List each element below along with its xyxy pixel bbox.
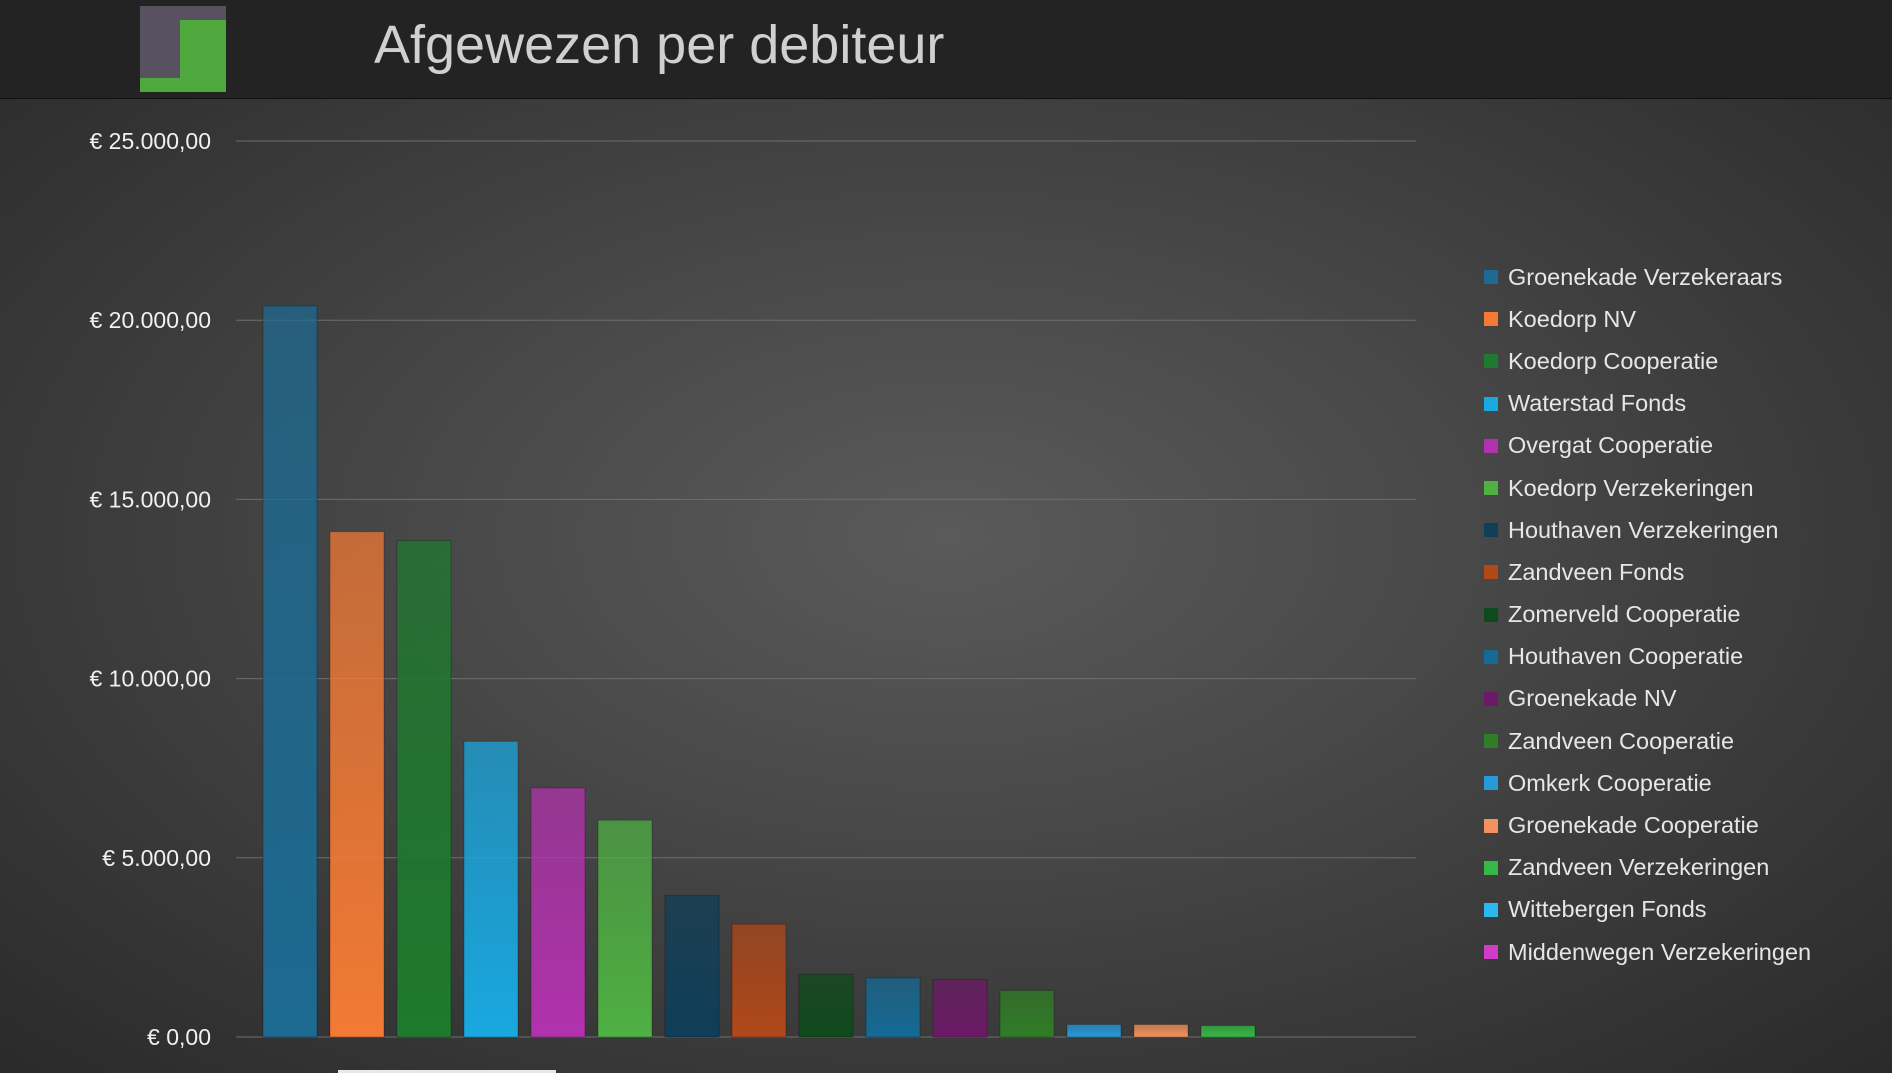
legend-swatch <box>1484 691 1498 706</box>
legend-swatch <box>1484 565 1498 580</box>
legend-item[interactable]: Houthaven Verzekeringen <box>1484 509 1884 551</box>
y-tick-label: € 20.000,00 <box>89 307 211 333</box>
bar-omkerk-cooperatie[interactable] <box>1066 1023 1122 1038</box>
y-tick-label: € 0,00 <box>147 1024 211 1050</box>
legend-swatch <box>1484 270 1498 285</box>
header-bar: Afgewezen per debiteur <box>0 0 1892 99</box>
legend-label: Wittebergen Fonds <box>1508 896 1707 923</box>
legend-label: Groenekade Verzekeraars <box>1508 263 1783 290</box>
legend-label: Koedorp NV <box>1508 305 1637 332</box>
page-title: Afgewezen per debiteur <box>374 15 945 75</box>
bar-koedorp-cooperatie[interactable] <box>396 540 452 1038</box>
legend-swatch <box>1484 860 1498 875</box>
bar-groenekade-cooperatie[interactable] <box>1133 1023 1189 1038</box>
legend-item[interactable]: Omkerk Cooperatie <box>1484 762 1884 804</box>
bar-houthaven-verzekeringen[interactable] <box>664 894 720 1038</box>
legend-label: Houthaven Cooperatie <box>1508 643 1744 670</box>
bar-groenekade-verzekeraars[interactable] <box>262 305 318 1038</box>
legend-swatch <box>1484 734 1498 749</box>
legend-label: Omkerk Cooperatie <box>1508 769 1712 796</box>
bar-koedorp-nv[interactable] <box>329 531 385 1038</box>
bar-zandveen-fonds[interactable] <box>731 923 787 1038</box>
chart-legend: Groenekade Verzekeraars Koedorp NV Koedorp… <box>1484 256 1884 973</box>
legend-swatch <box>1484 902 1498 917</box>
legend-label: Koedorp Verzekeringen <box>1508 474 1754 501</box>
legend-swatch <box>1484 481 1498 496</box>
scrollbar-thumb[interactable] <box>338 1070 556 1073</box>
bar-zandveen-verzekeringen[interactable] <box>1200 1025 1256 1038</box>
legend-swatch <box>1484 354 1498 369</box>
legend-swatch <box>1484 818 1498 833</box>
company-logo-icon <box>140 6 226 92</box>
bar-groenekade-nv[interactable] <box>932 979 988 1038</box>
bar-waterstad-fonds[interactable] <box>463 740 519 1038</box>
legend-item[interactable]: Middenwegen Verzekeringen <box>1484 931 1884 973</box>
legend-item[interactable]: Wittebergen Fonds <box>1484 889 1884 931</box>
bar-houthaven-cooperatie[interactable] <box>865 977 921 1038</box>
legend-swatch <box>1484 945 1498 960</box>
y-tick-label: € 10.000,00 <box>89 666 211 692</box>
y-tick-label: € 5.000,00 <box>102 845 211 871</box>
legend-swatch <box>1484 438 1498 453</box>
legend-item[interactable]: Groenekade Cooperatie <box>1484 804 1884 846</box>
bar-overgat-cooperatie[interactable] <box>530 787 586 1038</box>
legend-swatch <box>1484 396 1498 411</box>
legend-label: Zandveen Cooperatie <box>1508 727 1735 754</box>
legend-label: Groenekade Cooperatie <box>1508 812 1759 839</box>
legend-label: Zandveen Verzekeringen <box>1508 854 1770 881</box>
legend-label: Overgat Cooperatie <box>1508 432 1714 459</box>
legend-item[interactable]: Zomerveld Cooperatie <box>1484 594 1884 636</box>
bar-zomerveld-cooperatie[interactable] <box>798 973 854 1038</box>
legend-swatch <box>1484 523 1498 538</box>
legend-swatch <box>1484 607 1498 622</box>
legend-item[interactable]: Koedorp Verzekeringen <box>1484 467 1884 509</box>
legend-item[interactable]: Overgat Cooperatie <box>1484 425 1884 467</box>
legend-item[interactable]: Zandveen Fonds <box>1484 551 1884 593</box>
legend-label: Zomerveld Cooperatie <box>1508 601 1741 628</box>
legend-label: Zandveen Fonds <box>1508 558 1685 585</box>
y-tick-label: € 25.000,00 <box>89 128 211 154</box>
legend-item[interactable]: Groenekade Verzekeraars <box>1484 256 1884 298</box>
legend-item[interactable]: Koedorp Cooperatie <box>1484 340 1884 382</box>
legend-label: Houthaven Verzekeringen <box>1508 516 1779 543</box>
legend-item[interactable]: Waterstad Fonds <box>1484 383 1884 425</box>
y-tick-label: € 15.000,00 <box>89 486 211 512</box>
legend-label: Groenekade NV <box>1508 685 1677 712</box>
legend-item[interactable]: Houthaven Cooperatie <box>1484 636 1884 678</box>
legend-item[interactable]: Zandveen Cooperatie <box>1484 720 1884 762</box>
bar-koedorp-verzekeringen[interactable] <box>597 819 653 1038</box>
legend-item[interactable]: Zandveen Verzekeringen <box>1484 847 1884 889</box>
legend-label: Middenwegen Verzekeringen <box>1508 938 1812 965</box>
legend-item[interactable]: Koedorp NV <box>1484 298 1884 340</box>
legend-label: Koedorp Cooperatie <box>1508 347 1719 374</box>
legend-swatch <box>1484 312 1498 327</box>
legend-item[interactable]: Groenekade NV <box>1484 678 1884 720</box>
legend-swatch <box>1484 649 1498 664</box>
bar-zandveen-cooperatie[interactable] <box>999 989 1055 1038</box>
legend-label: Waterstad Fonds <box>1508 390 1687 417</box>
legend-swatch <box>1484 776 1498 791</box>
